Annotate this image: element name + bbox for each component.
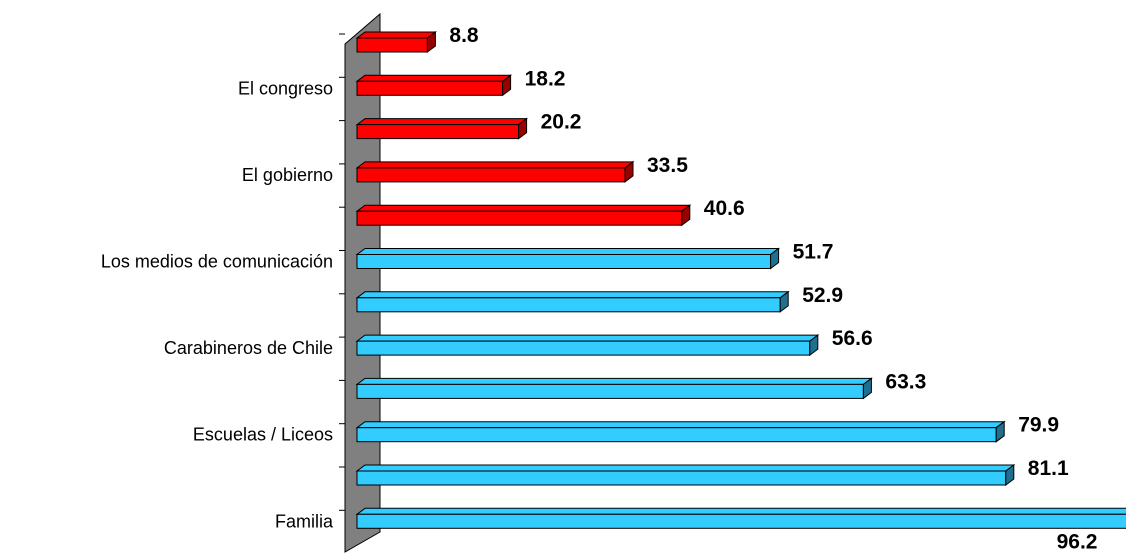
value-label: 8.8 (449, 24, 479, 47)
category-label: Escuelas / Liceos (193, 425, 333, 445)
bar-front-face (357, 341, 810, 355)
value-label: 52.9 (802, 284, 843, 307)
bar-front-face (357, 514, 1126, 528)
value-label: 20.2 (541, 111, 582, 134)
value-label: 33.5 (647, 154, 688, 177)
bar-top-face (357, 75, 511, 81)
bar-front-face (357, 211, 682, 225)
bar (357, 249, 779, 269)
bar-top-face (357, 465, 1014, 471)
bar (357, 75, 511, 95)
bar-front-face (357, 81, 503, 95)
bar (357, 508, 1126, 528)
bar (357, 292, 788, 312)
bar (357, 162, 633, 182)
value-label: 40.6 (704, 197, 745, 220)
category-axis-ticks (339, 34, 345, 510)
category-label: El gobierno (242, 165, 333, 185)
value-label: 18.2 (525, 67, 566, 90)
bar-top-face (357, 32, 435, 38)
bar-top-face (357, 162, 633, 168)
category-label: El congreso (238, 78, 333, 98)
value-label: 79.9 (1018, 414, 1059, 437)
category-label: Carabineros de Chile (164, 338, 333, 358)
bar (357, 32, 435, 52)
bars (357, 32, 1126, 528)
category-labels: El congreso El gobierno Los medios de comu… (101, 78, 334, 531)
category-label: Los medios de comunicación (101, 252, 333, 272)
bar-front-face (357, 384, 863, 398)
value-label: 63.3 (885, 370, 926, 393)
bar-front-face (357, 255, 771, 269)
bar-top-face (357, 422, 1004, 428)
bar (357, 422, 1004, 442)
bar (357, 335, 818, 355)
bar-front-face (357, 471, 1006, 485)
bar-top-face (357, 378, 871, 384)
bar-front-face (357, 298, 780, 312)
bar-front-face (357, 428, 996, 442)
bar (357, 465, 1014, 485)
bar (357, 119, 527, 139)
bar (357, 205, 690, 225)
bar-front-face (357, 125, 519, 139)
bar-top-face (357, 205, 690, 211)
value-label: 51.7 (793, 241, 834, 264)
value-label: 96.2 (1057, 530, 1098, 553)
bar-top-face (357, 292, 788, 298)
bar-front-face (357, 38, 427, 52)
bar-front-face (357, 168, 625, 182)
value-label: 56.6 (832, 327, 873, 350)
value-label: 81.1 (1028, 457, 1069, 480)
bar-top-face (357, 119, 527, 125)
bar-top-face (357, 249, 779, 255)
bar-top-face (357, 508, 1126, 514)
bar (357, 378, 871, 398)
bar-top-face (357, 335, 818, 341)
category-label: Familia (275, 511, 334, 531)
